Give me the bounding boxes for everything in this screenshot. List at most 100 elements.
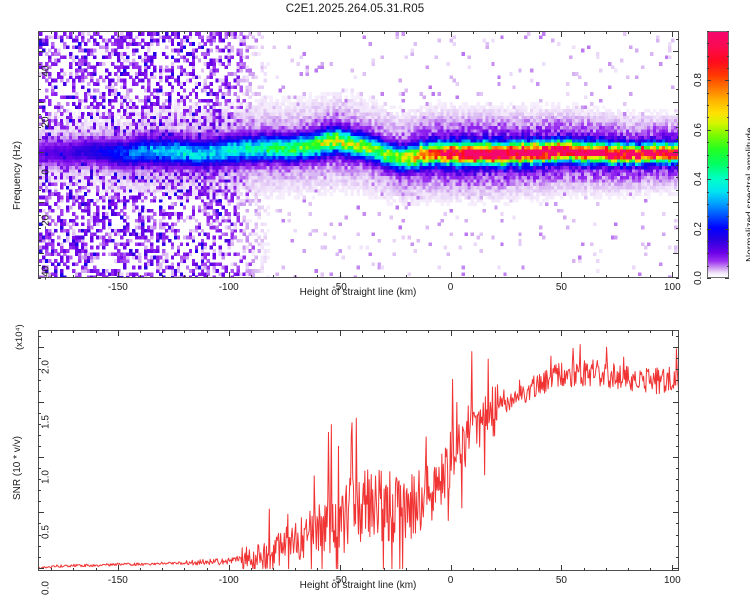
xtick-minor: [362, 275, 363, 278]
spectrogram-plot[interactable]: [38, 31, 679, 278]
snr-canvas: [39, 331, 678, 570]
xtick-minor: [140, 568, 141, 571]
xtick-minor: [317, 568, 318, 571]
xtick-minor: [140, 31, 141, 34]
ytick-minor: [676, 127, 679, 128]
colorbar-tick-minor: [707, 56, 709, 57]
colorbar-tick-minor: [727, 253, 729, 254]
colorbar-tick-minor: [727, 93, 729, 94]
xtick-minor: [96, 275, 97, 278]
ytick-minor: [676, 215, 679, 216]
xtick-minor: [428, 275, 429, 278]
ytick-minor: [676, 523, 679, 524]
ytick-minor: [676, 76, 679, 77]
xtick-label: -100: [219, 575, 239, 586]
snr-plot[interactable]: [38, 330, 679, 571]
xtick-minor: [650, 568, 651, 571]
colorbar-tick-minor: [707, 142, 709, 143]
colorbar-tick: [725, 179, 729, 180]
xtick: [561, 272, 562, 278]
ytick-minor: [38, 240, 41, 241]
colorbar-tick-minor: [727, 155, 729, 156]
xtick-minor: [606, 330, 607, 333]
xtick-minor: [73, 568, 74, 571]
ytick-minor: [38, 228, 41, 229]
xtick-minor: [162, 330, 163, 333]
xtick-minor: [517, 330, 518, 333]
colorbar[interactable]: [707, 31, 729, 278]
xtick-minor: [384, 31, 385, 34]
xtick-label: -150: [108, 282, 128, 293]
xtick-minor: [606, 275, 607, 278]
colorbar-tick-minor: [727, 31, 729, 32]
ytick-minor: [676, 228, 679, 229]
ytick-minor: [676, 139, 679, 140]
xtick-minor: [650, 330, 651, 333]
xtick: [451, 330, 452, 336]
colorbar-tick-minor: [707, 204, 709, 205]
ytick-minor: [38, 114, 41, 115]
ytick-minor: [38, 358, 41, 359]
colorbar-tick-minor: [707, 167, 709, 168]
xtick-minor: [539, 568, 540, 571]
xtick-minor: [473, 568, 474, 571]
ytick-minor: [676, 358, 679, 359]
xtick-label: 0: [448, 282, 454, 293]
ytick: [673, 152, 679, 153]
xtick-minor: [584, 330, 585, 333]
ytick-minor: [676, 446, 679, 447]
colorbar-tick: [725, 130, 729, 131]
ytick-minor: [676, 89, 679, 90]
ytick-label: 0: [41, 152, 52, 192]
ytick: [673, 253, 679, 254]
xtick-minor: [140, 275, 141, 278]
xtick-minor: [517, 275, 518, 278]
colorbar-tick-minor: [707, 31, 709, 32]
spectrogram-yaxis-title: Frequency (Hz): [12, 141, 23, 210]
ytick-minor: [38, 39, 41, 40]
ytick-minor: [676, 546, 679, 547]
ytick: [673, 347, 679, 348]
ytick-minor: [676, 336, 679, 337]
ytick-minor: [38, 380, 41, 381]
colorbar-tick-minor: [727, 167, 729, 168]
xtick-minor: [273, 330, 274, 333]
xtick: [672, 31, 673, 37]
ytick-minor: [38, 557, 41, 558]
xtick-minor: [495, 330, 496, 333]
colorbar-title: Normalized spectral amplitude: [745, 127, 750, 262]
colorbar-tick-minor: [707, 117, 709, 118]
xtick-minor: [73, 275, 74, 278]
ytick-minor: [38, 177, 41, 178]
colorbar-tick-minor: [707, 43, 709, 44]
xtick: [340, 565, 341, 571]
xtick: [229, 330, 230, 336]
ytick-minor: [676, 380, 679, 381]
xtick: [561, 565, 562, 571]
xtick-minor: [606, 568, 607, 571]
xtick-minor: [162, 568, 163, 571]
xtick-minor: [628, 330, 629, 333]
xtick-label: 0: [448, 575, 454, 586]
ytick-minor: [38, 278, 41, 279]
xtick: [118, 565, 119, 571]
ytick-minor: [676, 190, 679, 191]
xtick-minor: [428, 568, 429, 571]
ytick-minor: [38, 215, 41, 216]
colorbar-tick: [707, 80, 711, 81]
figure-title: C2E1.2025.264.05.31.R05: [0, 3, 710, 15]
xtick-minor: [295, 568, 296, 571]
ytick-minor: [676, 535, 679, 536]
ytick-minor: [38, 139, 41, 140]
ytick-minor: [38, 468, 41, 469]
colorbar-tick-minor: [707, 68, 709, 69]
colorbar-tick-minor: [727, 56, 729, 57]
colorbar-tick-minor: [727, 117, 729, 118]
xtick-minor: [650, 31, 651, 34]
xtick: [451, 272, 452, 278]
xtick-minor: [406, 275, 407, 278]
xtick: [672, 272, 673, 278]
xtick-label: 50: [556, 282, 567, 293]
xtick-minor: [184, 275, 185, 278]
colorbar-gradient: [707, 31, 729, 278]
